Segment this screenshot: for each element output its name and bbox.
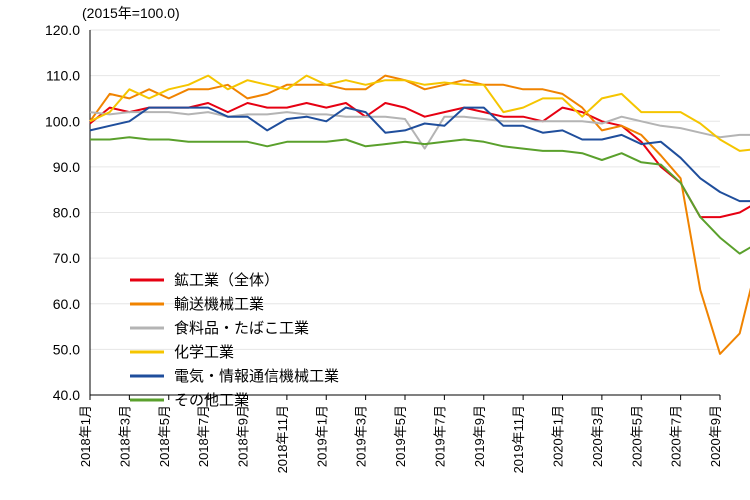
x-tick-label: 2020年1月 [551, 405, 566, 467]
legend-label: 輸送機械工業 [174, 296, 264, 313]
series-line [90, 103, 750, 217]
x-tick-label: 2018年1月 [78, 405, 93, 467]
x-tick-label: 2019年3月 [354, 405, 369, 467]
y-tick-label: 70.0 [53, 250, 80, 266]
x-tick-label: 2018年9月 [236, 405, 251, 467]
x-tick-label: 2019年1月 [314, 405, 329, 467]
y-tick-label: 100.0 [45, 113, 80, 129]
y-tick-label: 40.0 [53, 387, 80, 403]
x-tick-label: 2019年7月 [432, 405, 447, 467]
x-tick-label: 2020年5月 [629, 405, 644, 467]
x-tick-label: 2018年5月 [157, 405, 172, 467]
x-tick-label: 2019年9月 [472, 405, 487, 467]
y-tick-label: 110.0 [46, 68, 80, 84]
y-tick-label: 90.0 [53, 159, 80, 175]
x-tick-label: 2020年3月 [590, 405, 605, 467]
chart-subtitle: (2015年=100.0) [82, 5, 180, 21]
legend-label: 電気・情報通信機械工業 [174, 368, 339, 385]
x-tick-label: 2018年7月 [196, 405, 211, 467]
legend-label: 化学工業 [174, 344, 234, 361]
legend-label: その他工業 [174, 392, 249, 409]
y-tick-label: 120.0 [45, 22, 80, 38]
x-tick-label: 2019年5月 [393, 405, 408, 467]
x-tick-label: 2020年9月 [708, 405, 723, 467]
x-tick-label: 2018年3月 [117, 405, 132, 467]
legend-label: 鉱工業（全体） [174, 271, 279, 289]
legend-label: 食料品・たばこ工業 [174, 320, 309, 337]
x-tick-label: 2020年7月 [669, 405, 684, 467]
x-tick-label: 2018年11月 [275, 405, 290, 473]
industrial-production-index-chart: (2015年=100.0) 40.0 50.0 60.0 70.0 80.0 90.0 100… [0, 0, 750, 500]
y-tick-label: 80.0 [53, 205, 80, 221]
y-tick-label: 60.0 [53, 296, 80, 312]
x-tick-label: 2019年11月 [511, 405, 526, 473]
y-tick-label: 50.0 [53, 341, 80, 357]
